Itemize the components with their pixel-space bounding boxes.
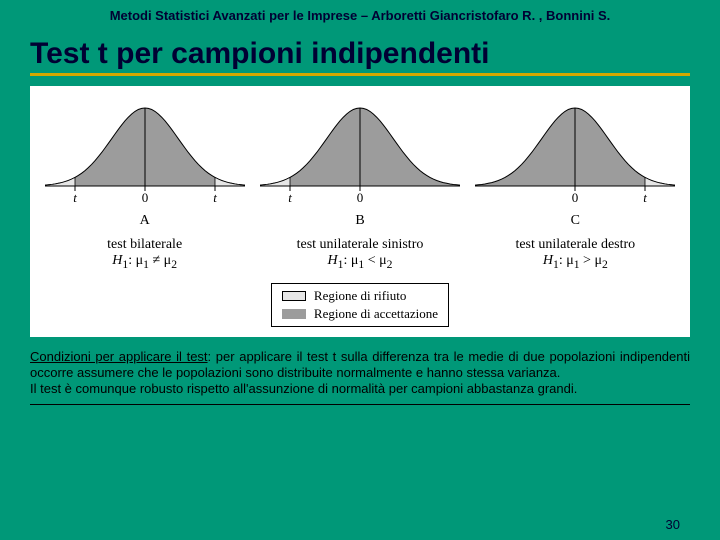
panel-caption: test unilaterale destro <box>469 237 682 253</box>
panel-hypothesis: H1: μ1 ≠ μ2 <box>38 253 251 271</box>
svg-text:t: t <box>644 190 648 205</box>
bell-curve-icon: 0 t t <box>45 96 245 206</box>
title-underline <box>30 73 690 76</box>
svg-text:0: 0 <box>141 190 148 205</box>
panel-caption: test bilaterale <box>38 237 251 253</box>
panel-letter: A <box>38 213 251 229</box>
legend-swatch-reject-icon <box>282 291 306 301</box>
legend-swatch-accept-icon <box>282 309 306 319</box>
slide-header: Metodi Statistici Avanzati per le Impres… <box>30 8 690 23</box>
footer-line <box>30 404 690 405</box>
svg-text:t: t <box>213 190 217 205</box>
bell-curve-icon: 0t <box>260 96 460 206</box>
conditions-text: Condizioni per applicare il test: per ap… <box>30 349 690 398</box>
panel-letter: C <box>469 213 682 229</box>
page-number: 30 <box>666 517 680 532</box>
curve-panel: 0tCtest unilaterale destroH1: μ1 > μ2 <box>469 96 682 271</box>
figure-area: 0ttAtest bilateraleH1: μ1 ≠ μ20tBtest un… <box>30 86 690 337</box>
curve-panel: 0 t tAtest bilateraleH1: μ1 ≠ μ2 <box>38 96 251 271</box>
curves-row: 0ttAtest bilateraleH1: μ1 ≠ μ20tBtest un… <box>38 96 682 271</box>
svg-text:t: t <box>288 190 292 205</box>
legend-accept: Regione di accettazione <box>282 306 438 322</box>
panel-caption: test unilaterale sinistro <box>253 237 466 253</box>
svg-text:t: t <box>73 190 77 205</box>
svg-text:0: 0 <box>357 190 364 205</box>
legend-reject-label: Regione di rifiuto <box>314 288 406 304</box>
panel-hypothesis: H1: μ1 < μ2 <box>253 253 466 271</box>
panel-hypothesis: H1: μ1 > μ2 <box>469 253 682 271</box>
slide: Metodi Statistici Avanzati per le Impres… <box>0 0 720 540</box>
curve-panel: 0tBtest unilaterale sinistroH1: μ1 < μ2 <box>253 96 466 271</box>
legend-accept-label: Regione di accettazione <box>314 306 438 322</box>
slide-title: Test t per campioni indipendenti <box>30 37 690 71</box>
legend-box: Regione di rifiuto Regione di accettazio… <box>271 283 449 327</box>
svg-text:0: 0 <box>572 190 579 205</box>
legend-reject: Regione di rifiuto <box>282 288 438 304</box>
bell-curve-icon: 0t <box>475 96 675 206</box>
panel-letter: B <box>253 213 466 229</box>
